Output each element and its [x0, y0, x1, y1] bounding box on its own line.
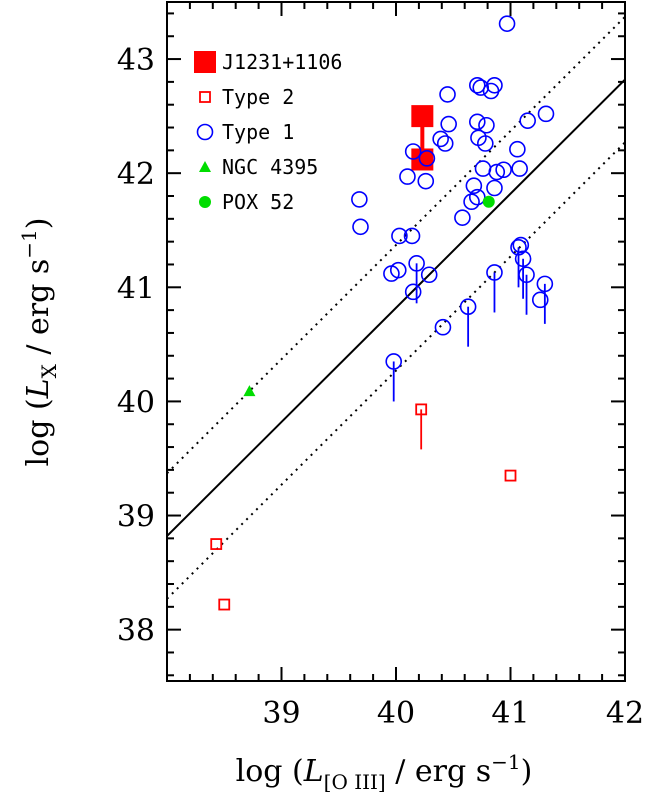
type-2-point	[218, 598, 231, 611]
type-1-point	[385, 353, 403, 370]
legend-marker-type-2	[199, 91, 211, 103]
type-2-point	[210, 538, 223, 550]
type-1-point	[403, 227, 421, 245]
type-1-point	[404, 283, 422, 301]
type-1-point	[478, 116, 495, 134]
type-1-point	[463, 193, 480, 211]
legend-marker-pox-52	[199, 196, 211, 208]
type-1-point	[509, 140, 526, 158]
type-1-point	[486, 77, 503, 94]
legend-marker-type-1	[196, 123, 214, 141]
type-1-point	[537, 105, 555, 123]
type-1-point	[511, 160, 528, 177]
type-2-point	[504, 469, 517, 482]
ngc-4395-point	[243, 385, 256, 397]
pox-52-point	[482, 195, 495, 208]
legend-label-ngc-4395: NGC 4395	[222, 155, 318, 179]
relation-lines	[167, 16, 625, 600]
type-1-point	[482, 82, 500, 100]
type-1-point	[459, 298, 477, 315]
type-1-point	[486, 179, 503, 197]
type-1-point	[439, 86, 456, 103]
type-1-point	[495, 161, 512, 179]
relation-line-upper	[167, 16, 625, 475]
tick-labels: 39 40 41 42 38 39 40 41 42 43	[117, 43, 644, 731]
x-tick-label: 39	[262, 696, 300, 731]
type-2-point	[415, 403, 428, 416]
type-1-point	[518, 266, 535, 284]
type-1-point	[352, 218, 369, 236]
type-1-point	[389, 261, 407, 279]
legend-label-pox-52: POX 52	[222, 190, 294, 214]
axis-ticks	[166, 2, 626, 681]
type-1-point	[440, 115, 457, 133]
y-axis-label: log (LX / erg s−1)	[17, 218, 61, 467]
type-1-point	[436, 135, 454, 152]
type-1-point	[420, 266, 438, 284]
y-tick-label: 42	[117, 157, 155, 192]
data-points	[210, 15, 555, 611]
j1231-1106-point	[411, 105, 434, 128]
legend-marker-ngc-4395	[199, 161, 211, 172]
legend: J1231+1106 Type 2 Type 1 NGC 4395 POX 52	[194, 50, 342, 214]
type-1-point	[474, 160, 492, 177]
x-axis-label: log (L[O III] / erg s−1)	[236, 750, 533, 794]
type-1-point	[399, 168, 416, 185]
legend-marker-j1231-1106	[194, 51, 216, 73]
legend-label-type-2: Type 2	[222, 85, 294, 109]
x-tick-label: 41	[491, 696, 529, 731]
relation-line-lower	[167, 141, 625, 600]
type-1-point	[408, 255, 425, 272]
y-tick-label: 43	[117, 43, 155, 78]
legend-label-j1231-1106: J1231+1106	[222, 50, 342, 74]
type-1-point	[510, 239, 527, 256]
relation-line-solid	[167, 78, 625, 537]
type-1-point	[472, 79, 490, 96]
legend-label-type-1: Type 1	[222, 120, 294, 144]
type-1-point	[418, 150, 436, 167]
type-1-point	[519, 112, 536, 129]
type-1-point	[488, 163, 506, 181]
j1231-1106-point	[411, 148, 434, 171]
type-1-point	[465, 177, 483, 195]
y-tick-label: 38	[117, 614, 155, 649]
type-1-point	[454, 209, 471, 226]
y-tick-label: 40	[117, 385, 155, 420]
type-1-point	[536, 275, 554, 293]
type-1-point	[417, 172, 435, 190]
type-1-point	[468, 77, 486, 94]
type-1-point	[468, 188, 486, 206]
type-1-point	[514, 250, 532, 268]
type-1-point	[351, 191, 368, 208]
type-1-point	[391, 227, 408, 245]
y-tick-label: 41	[117, 271, 155, 306]
type-1-point	[468, 113, 486, 131]
type-1-point	[498, 15, 516, 32]
type-1-point	[404, 143, 422, 160]
type-1-point	[512, 236, 530, 254]
type-1-point	[477, 135, 494, 152]
x-tick-label: 42	[606, 696, 644, 731]
type-1-point	[434, 318, 452, 336]
type-1-point	[486, 264, 503, 281]
type-1-point	[432, 130, 449, 148]
type-1-point	[531, 291, 549, 309]
y-tick-label: 39	[117, 500, 155, 535]
x-tick-label: 40	[377, 696, 415, 731]
